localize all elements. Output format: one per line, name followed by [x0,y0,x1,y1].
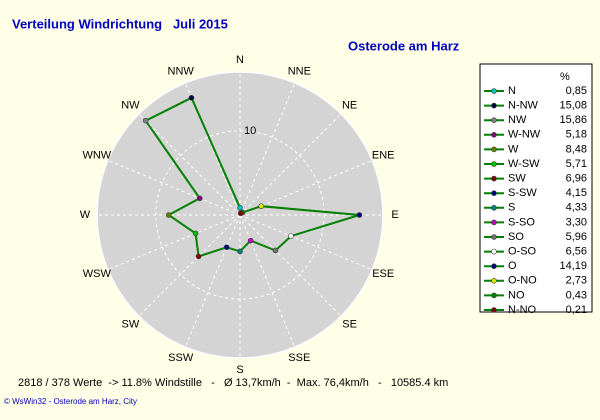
legend-value: 5,96 [566,231,587,243]
legend-value: 15,86 [559,114,587,126]
legend-label: NO [508,289,525,301]
legend-marker [491,205,497,211]
legend-value: 6,96 [566,173,587,185]
direction-label: SSE [288,352,310,364]
data-point [237,205,243,211]
legend-value: 2,73 [566,275,587,287]
legend-value: 6,56 [566,246,587,258]
legend-value: 0,21 [566,304,587,316]
legend-marker [491,277,497,284]
legend-label: N [508,85,516,97]
legend-label: SO [508,231,524,243]
legend-marker [491,117,497,123]
direction-label: N [236,54,244,66]
legend-title: % [560,71,570,83]
legend-marker [491,161,497,167]
legend-marker [491,146,497,153]
legend-marker [491,132,497,138]
legend-label: W-NW [508,129,541,141]
legend-label: O-SO [508,246,537,258]
legend-label: S-SO [508,216,535,228]
legend-value: 5,18 [566,129,587,141]
legend-value: 4,15 [566,187,587,199]
legend-label: W-SW [508,158,540,170]
direction-label: SE [342,319,357,331]
chart-subtitle: Osterode am Harz [348,38,460,53]
legend-value: 15,08 [559,100,587,112]
data-point [237,210,244,217]
data-point [165,212,172,218]
data-point [272,247,279,254]
direction-label: W [80,209,91,221]
legend-label: S [508,202,515,214]
data-point [195,253,202,260]
legend-label: W [508,143,519,155]
legend-label: O-NO [508,275,537,287]
legend-label: NW [508,114,527,126]
direction-label: NNE [288,66,311,78]
legend-label: N-NO [508,304,537,316]
direction-label: WSW [83,268,112,280]
data-point [288,233,294,239]
legend-marker [491,175,497,182]
direction-label: SW [122,319,140,331]
legend-value: 8,48 [566,143,587,155]
legend-value: 3,30 [566,216,587,228]
direction-label: NNW [168,66,195,78]
direction-label: S [236,364,243,376]
legend-marker [491,219,497,226]
legend-label: S-SW [508,187,537,199]
data-point [142,117,149,124]
legend-marker [491,248,497,255]
data-point [258,203,265,210]
legend-label: SW [508,173,526,185]
legend-marker [491,307,497,313]
legend-marker [491,88,497,94]
chart-title: Verteilung Windrichtung Juli 2015 [12,16,228,31]
direction-label: SSW [168,352,194,364]
legend-value: 5,71 [566,158,587,170]
direction-label: WNW [82,150,111,162]
data-point [237,248,243,255]
data-point [188,95,195,101]
legend-value: 4,33 [566,202,587,214]
legend-value: 14,19 [559,260,587,272]
footer: 2818 / 378 Werte -> 11.8% Windstille - Ø… [18,377,448,389]
legend-marker [491,234,497,240]
legend-marker [491,102,497,109]
legend-value: 0,43 [566,289,587,301]
legend-value: 0,85 [566,85,587,97]
data-point [192,230,199,237]
direction-label: NW [121,99,140,111]
data-point [196,195,203,202]
credit: © WsWin32 - Osterode am Harz, City [4,397,137,406]
direction-label: ESE [372,268,394,280]
legend-marker [491,263,497,270]
data-point [223,244,230,251]
direction-label: NE [342,99,357,111]
legend-marker [491,292,497,299]
legend-label: N-NW [508,100,539,112]
data-point [356,212,363,218]
direction-label: ENE [372,150,395,162]
r-tick-label: 10 [244,125,256,137]
legend-marker [491,190,497,196]
direction-label: E [391,209,398,221]
data-point [247,237,254,244]
legend-label: O [508,260,517,272]
grid-circle [155,130,325,300]
